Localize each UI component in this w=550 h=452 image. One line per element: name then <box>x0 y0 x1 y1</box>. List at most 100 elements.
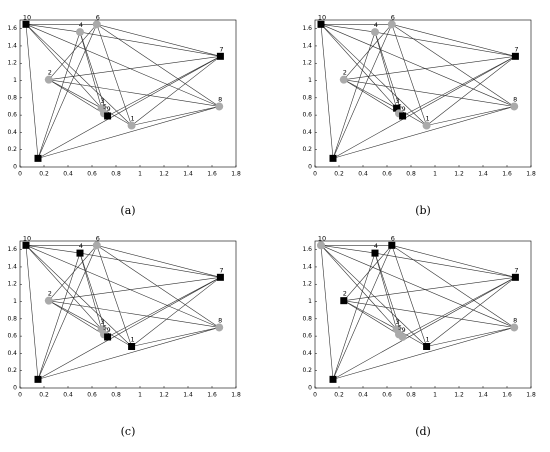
edge <box>426 327 515 347</box>
node-circle <box>387 20 396 29</box>
node-square <box>340 297 348 305</box>
y-tick-label: 0.2 <box>7 146 17 153</box>
x-tick-label: 1.2 <box>159 171 169 178</box>
x-tick-label: 0.4 <box>358 392 368 399</box>
x-tick-label: 0.8 <box>111 171 121 178</box>
edge <box>25 24 132 126</box>
x-tick-label: 1.2 <box>454 171 464 178</box>
node-label: 8 <box>218 316 222 324</box>
x-tick-label: 1.2 <box>454 392 464 399</box>
x-tick-label: 0.4 <box>358 171 368 178</box>
caption: (c) <box>121 425 136 438</box>
edge <box>320 24 515 107</box>
edge <box>25 24 39 159</box>
edge <box>79 31 221 57</box>
node-circle <box>92 241 101 250</box>
edge <box>25 24 102 109</box>
edge <box>25 24 220 107</box>
edge <box>374 252 516 278</box>
edge <box>343 277 516 301</box>
y-tick-label: 1.6 <box>7 25 17 32</box>
node-square <box>423 342 431 350</box>
node-circle <box>215 323 224 332</box>
x-tick-label: 1.4 <box>183 171 193 178</box>
node-circle <box>76 28 84 37</box>
edge <box>37 106 220 159</box>
edge <box>25 245 220 328</box>
node-label: 9 <box>107 326 111 334</box>
node-label: 9 <box>107 105 111 113</box>
edge <box>96 24 132 126</box>
y-tick-label: 0.4 <box>7 129 17 136</box>
x-tick-label: 0.6 <box>87 392 97 399</box>
edge <box>79 32 108 117</box>
x-tick-label: 0 <box>313 392 317 399</box>
node-square <box>399 112 407 120</box>
edge <box>320 24 397 109</box>
edge <box>426 277 516 347</box>
node-circle <box>127 121 136 130</box>
edge <box>48 79 102 109</box>
node-label: 10 <box>23 13 31 21</box>
x-tick-label: 0.4 <box>63 171 73 178</box>
node-label: 8 <box>513 95 517 103</box>
edge <box>320 245 397 330</box>
node-square <box>511 52 519 60</box>
edge <box>79 32 102 109</box>
node-circle <box>339 75 348 84</box>
node-square <box>511 273 519 281</box>
node-circle <box>398 332 407 341</box>
edge <box>402 277 516 338</box>
node-circle <box>215 102 224 111</box>
edge <box>96 24 221 57</box>
x-tick-label: 1.2 <box>159 392 169 399</box>
x-tick-label: 0.6 <box>87 171 97 178</box>
edge <box>37 32 81 159</box>
node-label: 7 <box>514 45 518 53</box>
plot-frame <box>19 240 237 389</box>
x-tick-label: 0.2 <box>334 392 344 399</box>
x-tick-label: 0.6 <box>382 171 392 178</box>
caption: (d) <box>415 425 431 438</box>
x-tick-label: 0.8 <box>406 171 416 178</box>
edge <box>96 245 220 328</box>
node-square <box>34 154 42 162</box>
edge <box>332 327 515 380</box>
y-tick-label: 0.2 <box>7 367 17 374</box>
edge <box>374 253 397 330</box>
x-tick-label: 0.4 <box>63 392 73 399</box>
edge <box>96 245 221 278</box>
y-tick-label: 0 <box>13 164 17 171</box>
edge <box>374 32 403 117</box>
y-tick-label: 1.4 <box>302 263 312 270</box>
y-tick-label: 1 <box>308 298 312 305</box>
x-tick-label: 0.2 <box>39 392 49 399</box>
y-tick-label: 1.4 <box>7 42 17 49</box>
edge <box>320 245 427 347</box>
x-tick-label: 1.4 <box>478 171 488 178</box>
x-tick-label: 1.6 <box>502 171 512 178</box>
x-tick-label: 1.8 <box>231 392 241 399</box>
edge <box>391 245 515 328</box>
edge <box>391 24 516 57</box>
edge <box>391 24 515 107</box>
plot-frame <box>314 240 532 389</box>
node-label: 4 <box>374 21 378 29</box>
node-square <box>76 249 84 257</box>
edge <box>320 24 334 159</box>
panel: 0 0.2 0.4 0.6 0.8 1 1.2 1.4 1.6 1.8 0 0.2 0.4 0.6 0.8 1… <box>302 234 535 438</box>
y-tick-label: 0 <box>308 385 312 392</box>
node-square <box>388 241 396 249</box>
edge <box>343 79 403 117</box>
y-tick-label: 0.6 <box>7 112 17 119</box>
edge <box>25 245 39 380</box>
node-label: 9 <box>402 326 406 334</box>
node-square <box>393 104 401 112</box>
node-label: 1 <box>131 114 135 122</box>
y-tick-label: 0.8 <box>7 94 17 101</box>
x-tick-label: 1.8 <box>526 392 536 399</box>
edge <box>25 24 81 33</box>
x-tick-label: 1.6 <box>207 392 217 399</box>
node-square <box>329 154 337 162</box>
